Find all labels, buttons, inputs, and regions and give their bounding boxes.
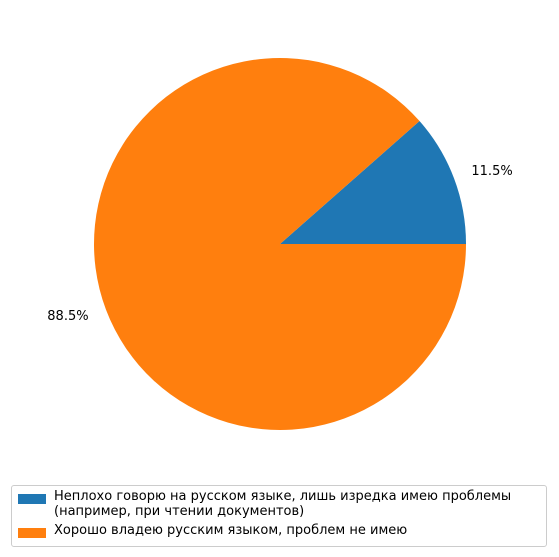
pie-slice-1 [93,57,466,430]
legend-label: Неплохо говорю на русском языке, лишь из… [54,489,512,519]
chart-legend: Неплохо говорю на русском языке, лишь из… [11,485,547,547]
pie-percent-label-1: 88.5% [47,309,88,324]
legend-item-fluent-no-issues: Хорошо владею русским языком, проблем не… [18,523,540,538]
pie-slice-0 [280,120,466,244]
pie-slices [93,57,466,430]
legend-swatch-blue [18,494,46,504]
pie-percent-labels: 11.5% 88.5% [47,164,512,324]
legend-item-fluent-with-occasional-issues: Неплохо говорю на русском языке, лишь из… [18,489,540,519]
legend-label: Хорошо владею русским языком, проблем не… [54,523,408,538]
pie-percent-label-0: 11.5% [471,164,512,179]
legend-swatch-orange [18,528,46,538]
